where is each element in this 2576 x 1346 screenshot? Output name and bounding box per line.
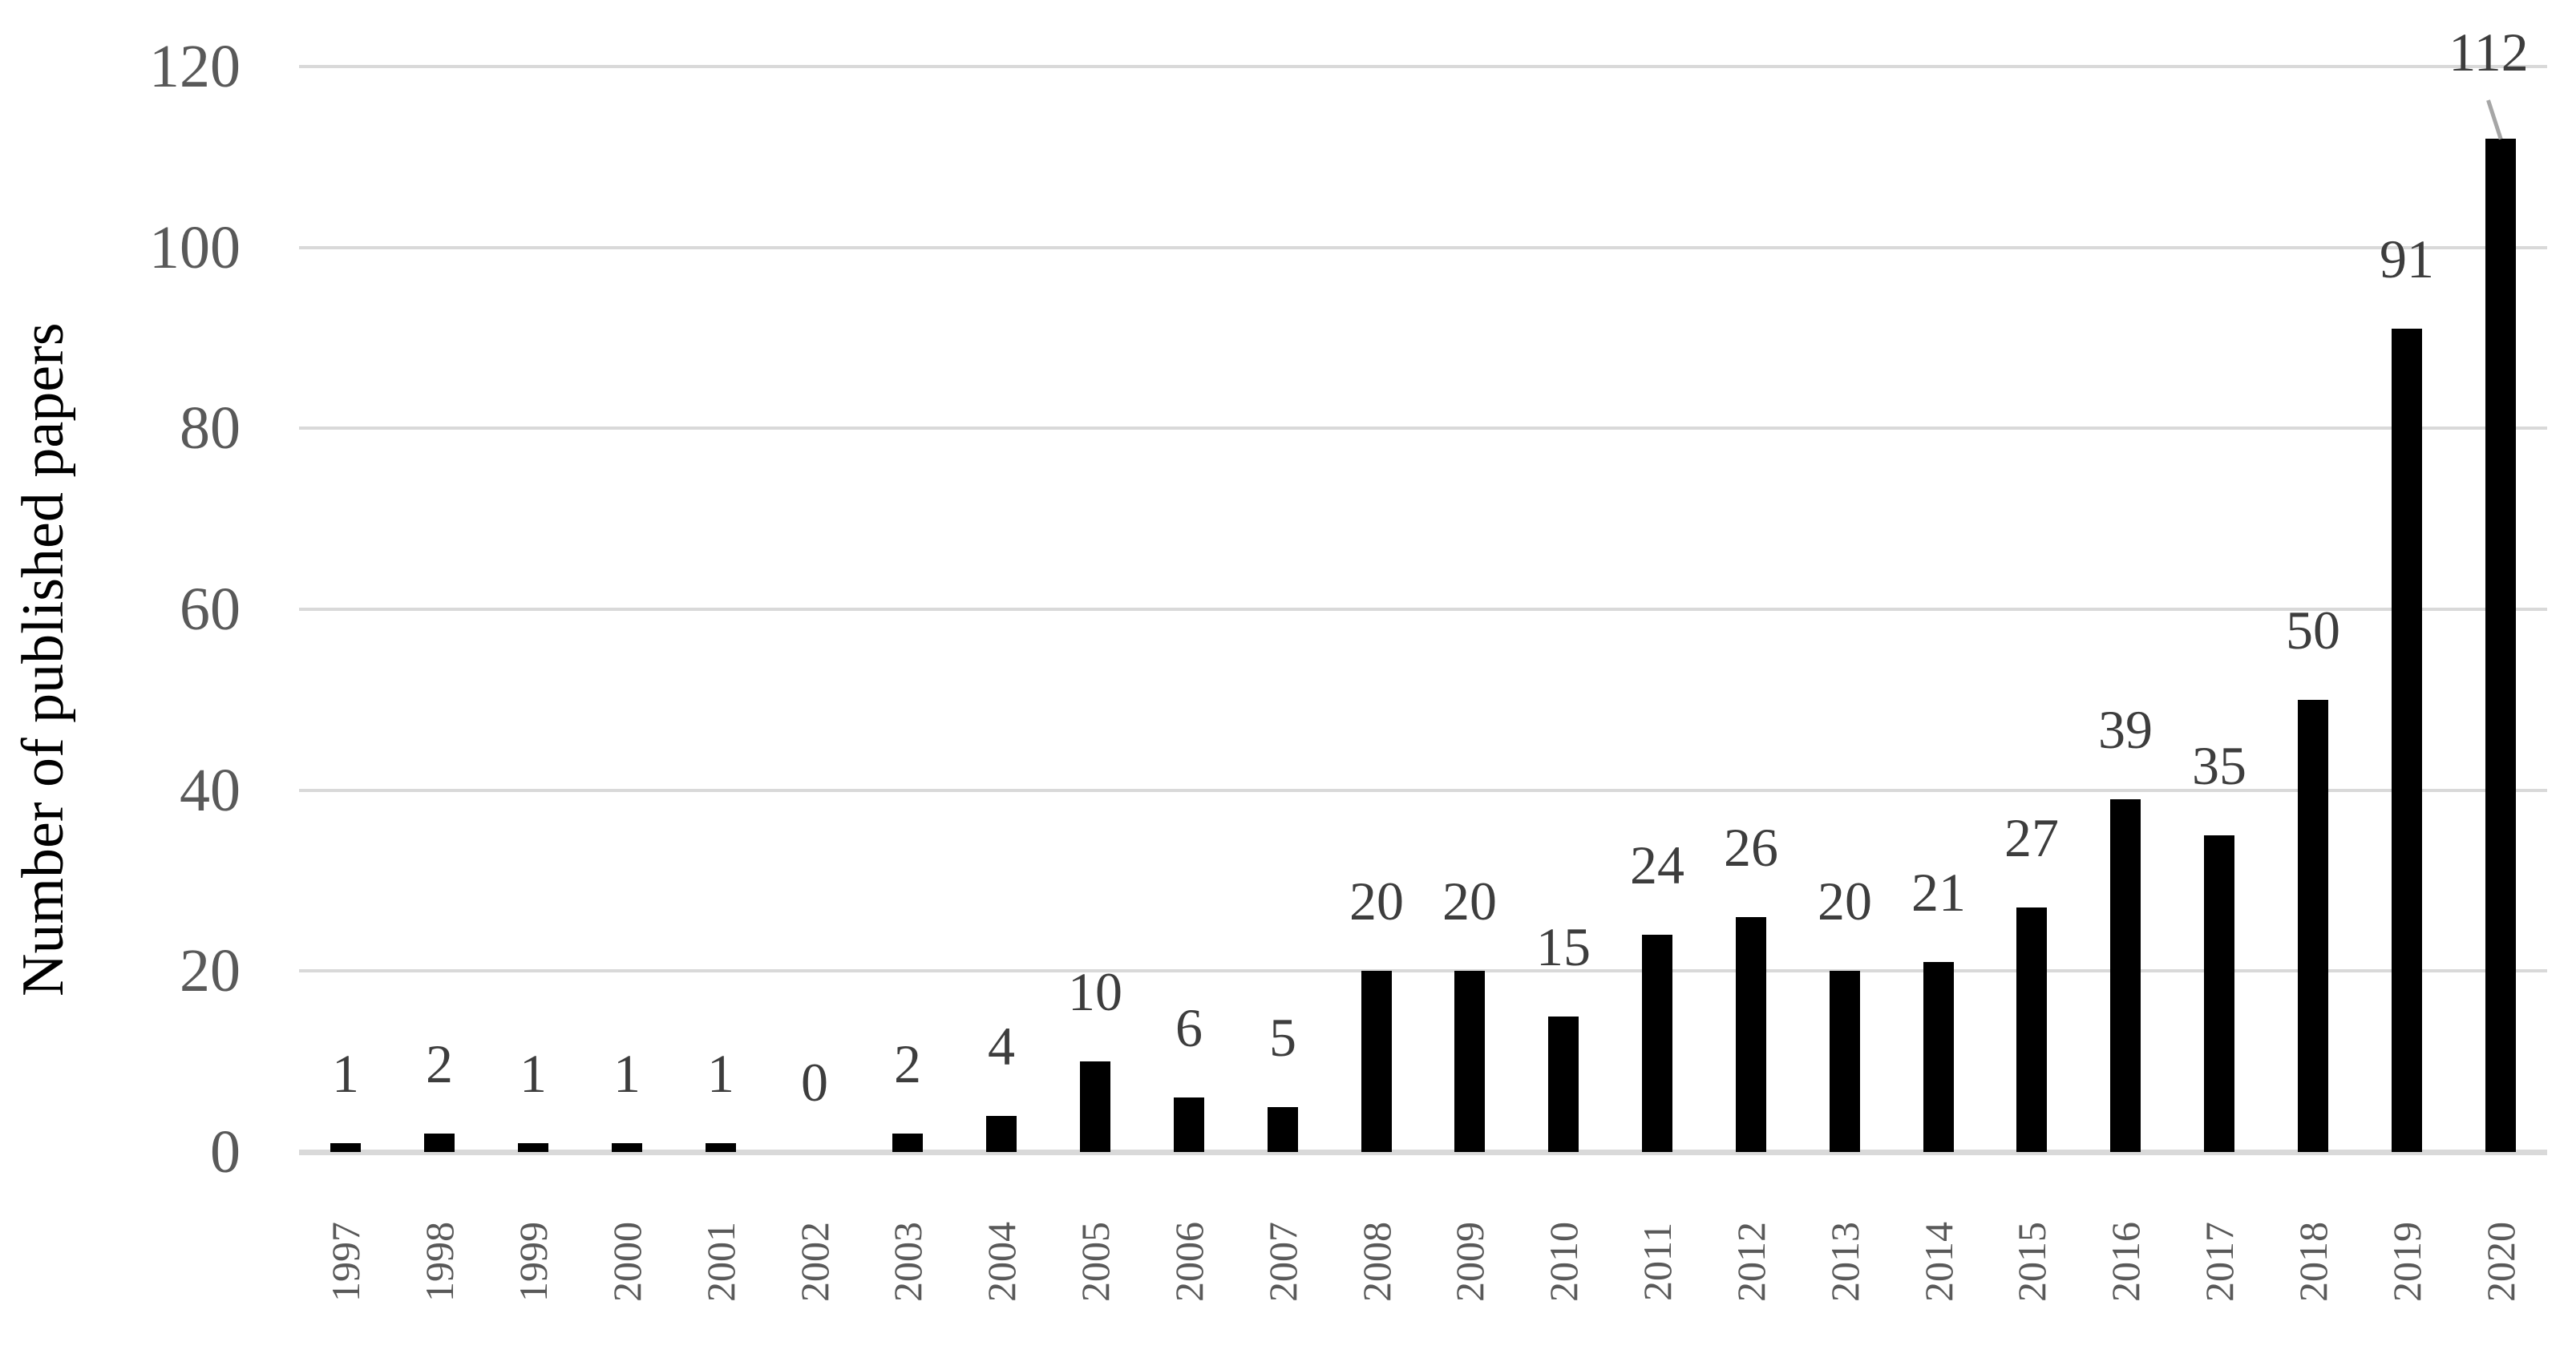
y-tick-label-60: 60: [180, 576, 241, 643]
x-tick-label-2003: 2003: [885, 1222, 930, 1302]
gridline-40: [299, 789, 2547, 792]
x-tick-label-2013: 2013: [1822, 1222, 1867, 1302]
bar-value-label-2018: 50: [2286, 600, 2340, 661]
bar-2006: [1174, 1097, 1204, 1152]
bar-value-label-2010: 15: [1536, 916, 1591, 977]
bar-2008: [1361, 971, 1392, 1152]
x-tick-label-2016: 2016: [2103, 1222, 2148, 1302]
bar-2013: [1830, 971, 1860, 1152]
x-tick-label-1999: 1999: [511, 1222, 556, 1302]
bar-value-label-2013: 20: [1818, 871, 1872, 932]
gridline-60: [299, 608, 2547, 611]
bar-1999: [518, 1143, 548, 1152]
bar-value-label-2004: 4: [988, 1016, 1015, 1077]
bar-value-label-2001: 1: [707, 1043, 734, 1104]
bar-value-label-1998: 2: [426, 1033, 453, 1094]
bar-2004: [986, 1116, 1017, 1152]
bar-value-label-2017: 35: [2192, 735, 2246, 796]
bar-value-label-2003: 2: [894, 1033, 921, 1094]
leader-line: [2486, 99, 2503, 140]
bar-1998: [424, 1134, 455, 1152]
bar-value-label-2014: 21: [1911, 862, 1966, 923]
y-tick-label-20: 20: [180, 937, 241, 1004]
bar-2001: [706, 1143, 736, 1152]
bar-value-label-2007: 5: [1269, 1007, 1296, 1068]
bar-value-label-2006: 6: [1175, 997, 1203, 1058]
x-tick-label-2011: 2011: [1635, 1222, 1680, 1302]
bar-2011: [1642, 935, 1672, 1152]
x-tick-label-2001: 2001: [698, 1222, 743, 1302]
gridline-120: [299, 65, 2547, 68]
x-tick-label-1998: 1998: [417, 1222, 462, 1302]
x-tick-label-2014: 2014: [1916, 1222, 1961, 1302]
x-tick-label-2012: 2012: [1729, 1222, 1773, 1302]
bar-value-label-2019: 91: [2380, 228, 2434, 289]
x-tick-label-2005: 2005: [1073, 1222, 1118, 1302]
bar-2009: [1454, 971, 1485, 1152]
x-tick-label-2020: 2020: [2478, 1222, 2523, 1302]
x-tick-label-2007: 2007: [1260, 1222, 1305, 1302]
gridline-80: [299, 426, 2547, 430]
x-tick-label-2019: 2019: [2384, 1222, 2429, 1302]
x-tick-label-2004: 2004: [979, 1222, 1024, 1302]
bar-value-label-2020: 112: [2449, 22, 2529, 83]
bar-value-label-2016: 39: [2098, 699, 2153, 760]
bar-2003: [892, 1134, 923, 1152]
x-tick-label-2010: 2010: [1541, 1222, 1586, 1302]
bar-2010: [1548, 1017, 1579, 1152]
bar-value-label-2008: 20: [1349, 871, 1404, 932]
y-tick-label-0: 0: [210, 1118, 241, 1186]
bar-2005: [1080, 1061, 1110, 1152]
x-tick-label-2009: 2009: [1447, 1222, 1492, 1302]
x-tick-label-2017: 2017: [2197, 1222, 2242, 1302]
x-tick-label-1997: 1997: [323, 1222, 368, 1302]
bar-2018: [2298, 700, 2328, 1152]
x-tick-label-2015: 2015: [2009, 1222, 2054, 1302]
bar-value-label-2000: 1: [613, 1043, 641, 1104]
bar-value-label-2011: 24: [1630, 835, 1684, 895]
bar-2012: [1736, 917, 1766, 1152]
x-axis-line: [299, 1150, 2547, 1155]
y-tick-label-80: 80: [180, 394, 241, 462]
gridline-20: [299, 969, 2547, 972]
x-tick-label-2018: 2018: [2291, 1222, 2335, 1302]
x-tick-label-2008: 2008: [1354, 1222, 1399, 1302]
bar-value-label-2012: 26: [1724, 817, 1778, 878]
y-tick-label-40: 40: [180, 757, 241, 824]
bar-value-label-1997: 1: [332, 1043, 359, 1104]
bar-value-label-1999: 1: [520, 1043, 547, 1104]
bar-2000: [612, 1143, 642, 1152]
bar-2020: [2485, 139, 2516, 1152]
bar-2017: [2204, 835, 2234, 1152]
bar-value-label-2005: 10: [1068, 961, 1122, 1022]
y-tick-label-120: 120: [149, 33, 241, 100]
x-tick-label-2002: 2002: [792, 1222, 837, 1302]
x-tick-label-2000: 2000: [605, 1222, 649, 1302]
bar-value-label-2015: 27: [2004, 807, 2059, 868]
bar-2016: [2110, 799, 2141, 1152]
gridline-100: [299, 246, 2547, 249]
bar-2019: [2392, 329, 2422, 1152]
bar-value-label-2009: 20: [1442, 871, 1497, 932]
bar-2007: [1268, 1107, 1298, 1152]
bar-2015: [2016, 907, 2047, 1152]
y-tick-label-100: 100: [149, 214, 241, 281]
x-tick-label-2006: 2006: [1167, 1222, 1211, 1302]
bar-value-label-2002: 0: [801, 1052, 828, 1113]
bar-2014: [1923, 962, 1954, 1152]
bar-1997: [330, 1143, 361, 1152]
